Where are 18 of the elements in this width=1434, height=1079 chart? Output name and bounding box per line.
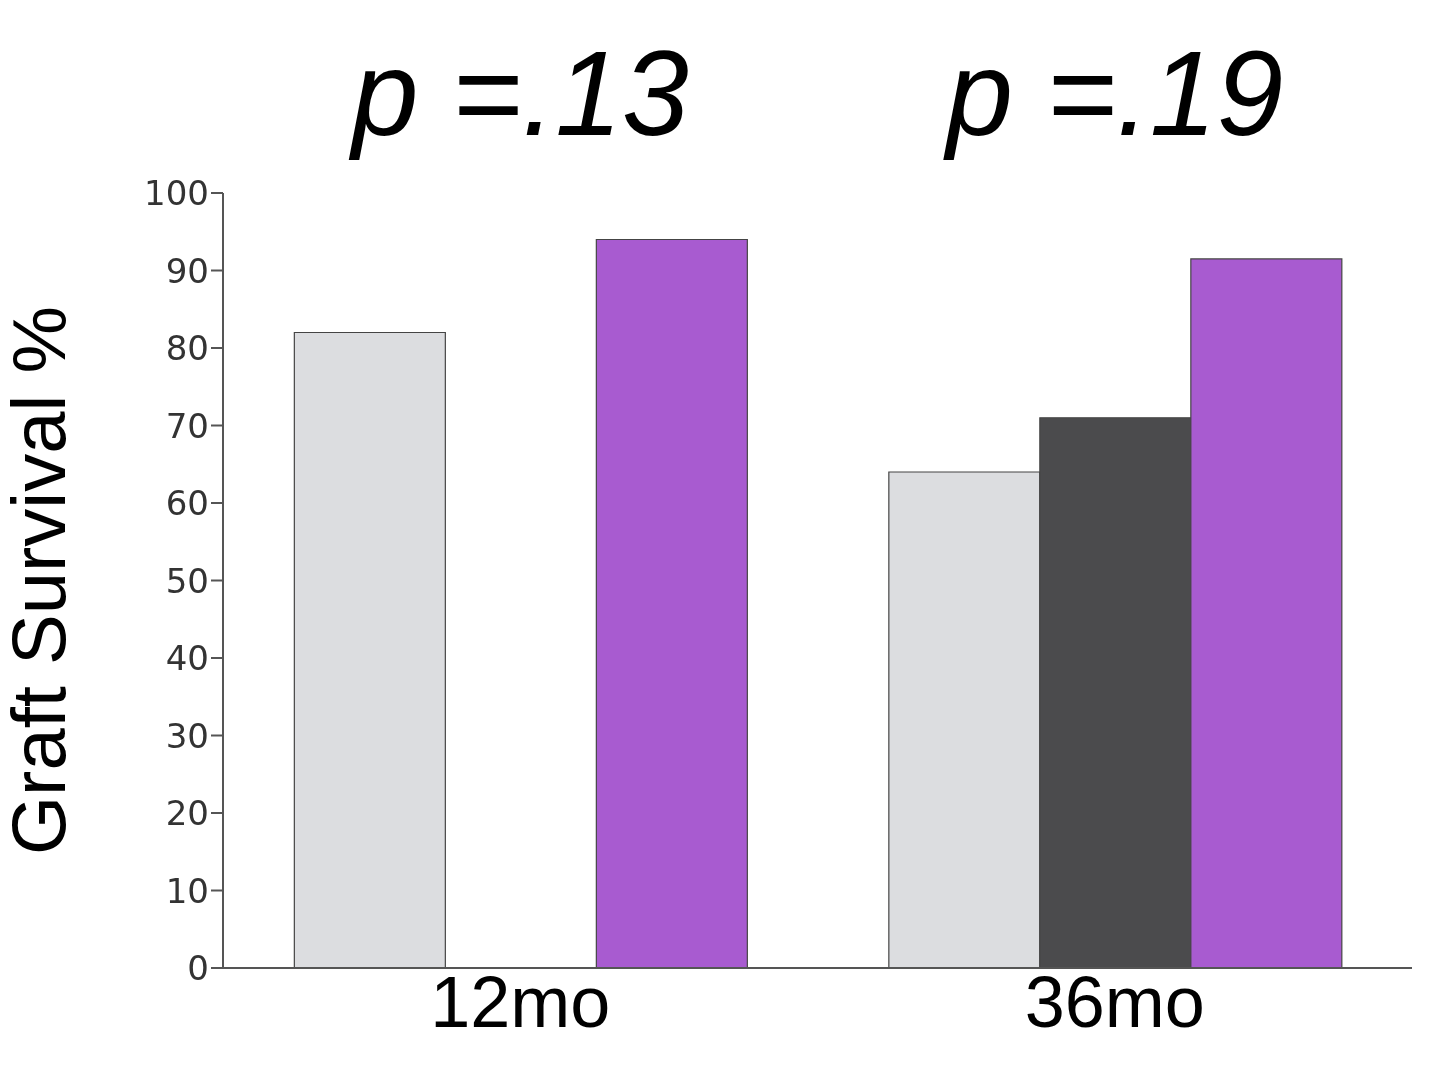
y-tick-label: 20 bbox=[165, 793, 209, 834]
x-tick-label: 36mo bbox=[1024, 962, 1205, 1043]
y-tick-label: 100 bbox=[144, 173, 209, 214]
bar bbox=[595, 238, 748, 968]
y-tick-label: 70 bbox=[165, 405, 209, 446]
y-tick-label: 80 bbox=[165, 328, 209, 369]
y-tick-label: 30 bbox=[165, 715, 209, 756]
text: p =.13 bbox=[348, 25, 690, 162]
y-tick-label: 50 bbox=[165, 560, 209, 601]
y-tick-label: 10 bbox=[165, 870, 209, 911]
text: p =.19 bbox=[942, 25, 1285, 162]
y-axis-title: Graft Survival % bbox=[0, 305, 81, 856]
bar bbox=[293, 331, 446, 968]
y-tick-label: 60 bbox=[165, 483, 209, 524]
y-tick-label: 40 bbox=[165, 638, 209, 679]
x-tick-label: 12mo bbox=[430, 962, 611, 1043]
y-tick-label: 0 bbox=[187, 948, 209, 989]
y-tick-label: 90 bbox=[165, 250, 209, 291]
